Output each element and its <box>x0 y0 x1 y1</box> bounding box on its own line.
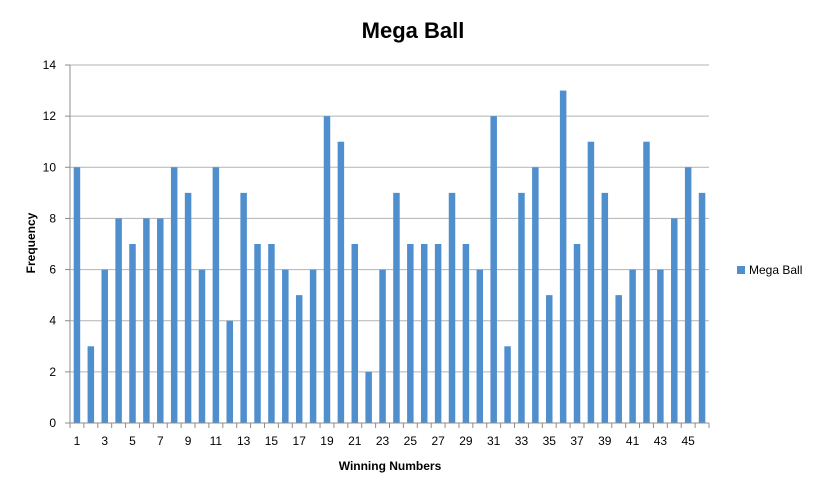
y-tick-label: 8 <box>49 211 56 225</box>
bar <box>170 167 178 423</box>
bar <box>587 141 595 423</box>
bar <box>643 141 650 423</box>
x-tick-label: 37 <box>570 434 584 448</box>
y-tick-label: 0 <box>49 416 56 430</box>
x-tick-label: 11 <box>210 434 223 448</box>
bar <box>87 346 95 423</box>
bar <box>282 269 289 423</box>
bar <box>629 269 636 423</box>
bar <box>226 320 233 423</box>
grid-lines <box>70 64 709 373</box>
x-tick-label: 1 <box>74 434 81 448</box>
bar <box>73 167 81 423</box>
y-tick-label: 2 <box>49 365 56 379</box>
bar <box>448 192 456 423</box>
bar <box>601 192 609 423</box>
bar <box>420 244 428 423</box>
legend: Mega Ball <box>737 263 802 277</box>
y-tick-label: 4 <box>49 314 56 328</box>
x-tick-label: 45 <box>681 434 695 448</box>
y-tick-label: 10 <box>43 160 57 174</box>
bar <box>157 218 164 423</box>
x-tick-label: 25 <box>404 434 418 448</box>
bar <box>698 192 706 423</box>
bar <box>518 192 525 423</box>
x-tick-label: 3 <box>101 434 108 448</box>
x-tick-label: 5 <box>129 434 136 448</box>
bar <box>379 269 386 423</box>
y-tick-label: 14 <box>43 58 57 72</box>
bar <box>323 116 331 423</box>
x-tick-label: 23 <box>376 434 390 448</box>
legend-label: Mega Ball <box>749 263 802 277</box>
bar <box>393 192 400 423</box>
bar <box>115 218 122 423</box>
axes <box>65 64 710 428</box>
bar <box>268 244 275 423</box>
x-tick-label: 31 <box>487 434 501 448</box>
x-tick-label: 7 <box>157 434 164 448</box>
bar <box>490 116 497 423</box>
bars <box>73 90 706 423</box>
bar <box>337 141 345 423</box>
x-tick-label: 15 <box>265 434 279 448</box>
x-tick-label: 27 <box>431 434 445 448</box>
bar <box>240 192 247 423</box>
bar <box>476 269 484 423</box>
bar <box>615 295 622 423</box>
bar <box>143 218 150 423</box>
bar <box>504 346 511 423</box>
bar <box>295 295 303 423</box>
x-tick-label: 21 <box>348 434 362 448</box>
x-tick-label: 39 <box>598 434 612 448</box>
y-tick-label: 12 <box>43 109 57 123</box>
bar <box>184 192 192 423</box>
x-tick-label: 9 <box>185 434 192 448</box>
x-tick-label: 29 <box>459 434 473 448</box>
bar <box>198 269 206 423</box>
x-tick-label: 19 <box>320 434 334 448</box>
bar <box>546 295 553 423</box>
bar <box>351 244 359 423</box>
bar <box>532 167 539 423</box>
chart-title: Mega Ball <box>362 18 465 43</box>
bar <box>129 244 136 423</box>
bar <box>101 269 108 423</box>
y-tick-labels: 0 2 4 6 8 10 12 14 <box>43 58 57 430</box>
y-tick-label: 6 <box>49 263 56 277</box>
bar <box>657 269 664 423</box>
x-tick-label: 41 <box>626 434 640 448</box>
x-tick-labels: 1 3 5 7 9 11 13 15 17 19 21 23 25 27 29 31 33 35 37 39 41 43 4… <box>74 434 696 448</box>
bar <box>407 244 414 423</box>
bar <box>365 371 372 423</box>
bar <box>684 167 692 423</box>
x-tick-label: 17 <box>293 434 307 448</box>
bar <box>462 244 470 423</box>
bar <box>254 244 261 423</box>
bar <box>309 269 317 423</box>
bar <box>559 90 567 423</box>
y-axis-label: Frequency <box>24 212 38 273</box>
x-tick-label: 33 <box>515 434 529 448</box>
x-axis-label: Winning Numbers <box>339 459 442 473</box>
bar <box>671 218 678 423</box>
bar <box>434 244 442 423</box>
bar <box>573 244 581 423</box>
x-tick-label: 43 <box>654 434 668 448</box>
legend-swatch <box>737 266 745 274</box>
x-tick-label: 13 <box>237 434 251 448</box>
x-tick-label: 35 <box>543 434 557 448</box>
bar <box>212 167 220 423</box>
